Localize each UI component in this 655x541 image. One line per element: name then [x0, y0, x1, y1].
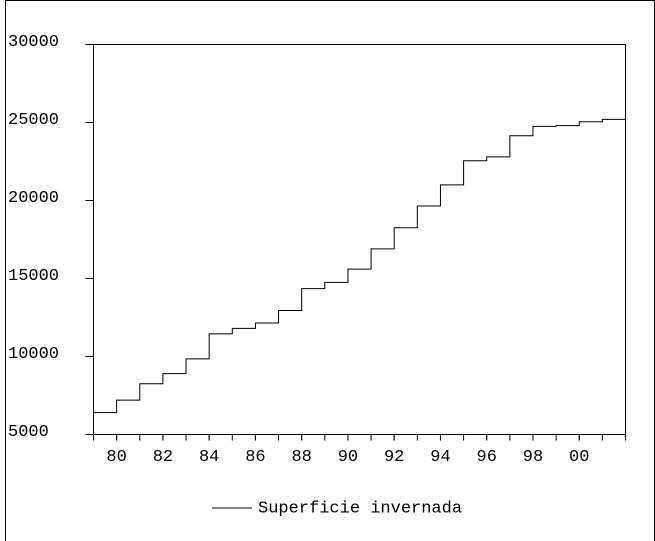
series-line [93, 118, 626, 414]
y-tick-label: 20000 [8, 189, 59, 208]
x-tick-label: 00 [569, 448, 589, 467]
y-tick-label: 10000 [8, 345, 59, 364]
y-tick-label: 30000 [8, 33, 59, 52]
frame [5, 0, 655, 541]
y-tick-label: 15000 [8, 267, 59, 286]
x-tick-label: 88 [291, 448, 311, 467]
plot-area [93, 44, 626, 435]
x-tick-label: 98 [523, 448, 543, 467]
legend-label: Superficie invernada [258, 499, 462, 518]
x-tick-label: 80 [106, 448, 126, 467]
x-tick-label: 86 [245, 448, 265, 467]
x-tick-label: 90 [338, 448, 358, 467]
x-tick-label: 92 [384, 448, 404, 467]
y-tick-label: 5000 [8, 423, 49, 442]
x-tick-label: 96 [477, 448, 497, 467]
x-tick-label: 94 [430, 448, 450, 467]
y-tick-label: 25000 [8, 111, 59, 130]
x-tick-label: 84 [199, 448, 219, 467]
x-tick-label: 82 [153, 448, 173, 467]
